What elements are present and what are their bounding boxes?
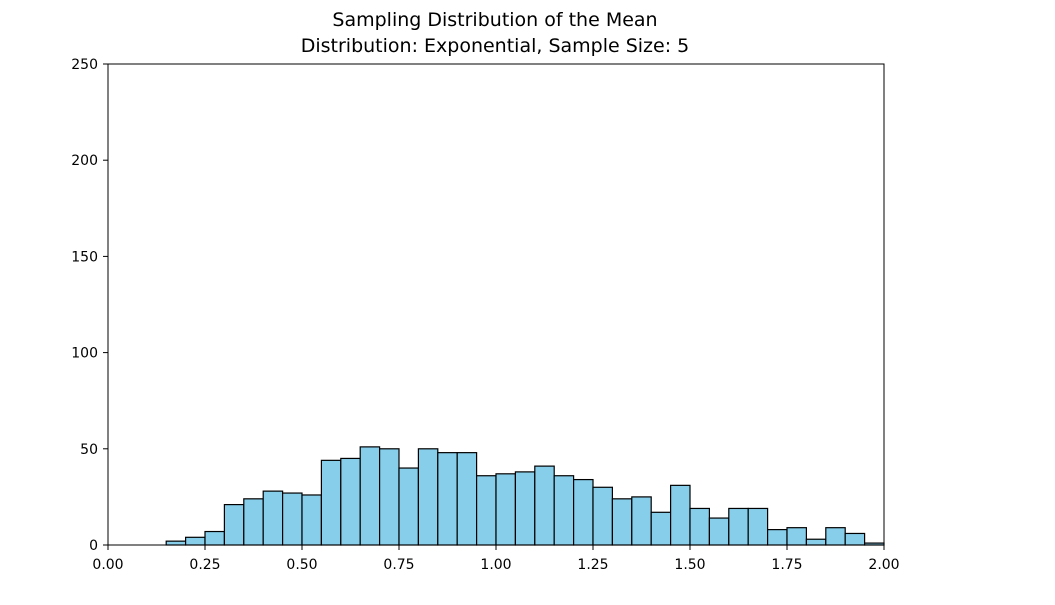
histogram-bar	[379, 448, 400, 546]
plot-frame	[107, 63, 885, 546]
histogram-bar	[689, 507, 710, 546]
histogram-bar	[417, 448, 439, 546]
bars-layer	[165, 446, 885, 546]
histogram-bar	[223, 503, 245, 546]
histogram-bar	[204, 530, 225, 546]
histogram-bar	[786, 527, 807, 546]
histogram-bar	[185, 536, 206, 546]
x-tick-label: 0.25	[189, 557, 220, 573]
x-tick-label: 1.50	[674, 557, 705, 573]
histogram-bar	[340, 457, 361, 546]
y-tick-label: 150	[71, 249, 98, 265]
histogram-bar	[262, 490, 284, 546]
histogram-bar	[631, 496, 652, 546]
histogram-bar	[320, 459, 342, 546]
y-tick-label: 200	[71, 153, 98, 169]
histogram-bar	[650, 511, 672, 546]
histogram-bar	[282, 492, 303, 546]
y-tick-label: 50	[80, 442, 98, 458]
histogram-bar	[669, 484, 691, 546]
histogram-bar	[805, 538, 827, 546]
x-tick-label: 1.25	[577, 557, 608, 573]
histogram-bar	[476, 475, 497, 546]
y-tick-label: 250	[71, 57, 98, 73]
histogram-bar	[495, 473, 516, 546]
histogram-bar	[243, 498, 264, 546]
histogram-bar	[456, 452, 478, 546]
chart-title: Sampling Distribution of the Mean	[332, 9, 657, 31]
histogram-bar	[398, 467, 419, 546]
histogram-bar	[514, 471, 536, 546]
histogram-bar	[165, 540, 187, 546]
histogram-bar	[728, 507, 749, 546]
x-tick-label: 1.00	[480, 557, 511, 573]
axes-layer: 0.00 0.25 0.50 0.75 1.00 1.25 1.50 1.75 2.00 0 50 1…	[71, 57, 899, 573]
y-tick-label: 0	[89, 538, 98, 554]
x-tick-label: 0.50	[286, 557, 317, 573]
y-tick-label: 100	[71, 346, 98, 362]
histogram-bar	[825, 527, 846, 546]
histogram-bar	[766, 529, 788, 546]
x-tick-label: 2.00	[868, 557, 899, 573]
histogram-bar	[359, 446, 381, 546]
histogram-bar	[437, 452, 458, 546]
histogram-bar	[611, 498, 633, 546]
histogram-bar	[572, 478, 594, 546]
histogram-bar	[534, 465, 555, 546]
chart-subtitle: Distribution: Exponential, Sample Size: …	[301, 35, 690, 57]
histogram-bar	[553, 475, 575, 546]
histogram-bar	[844, 532, 866, 546]
histogram-bar	[708, 517, 730, 546]
x-tick-label: 0.00	[92, 557, 123, 573]
x-tick-label: 1.75	[771, 557, 802, 573]
histogram-bar	[747, 507, 769, 546]
x-tick-label: 0.75	[383, 557, 414, 573]
histogram-bar	[301, 494, 322, 546]
histogram-bar	[592, 486, 613, 546]
